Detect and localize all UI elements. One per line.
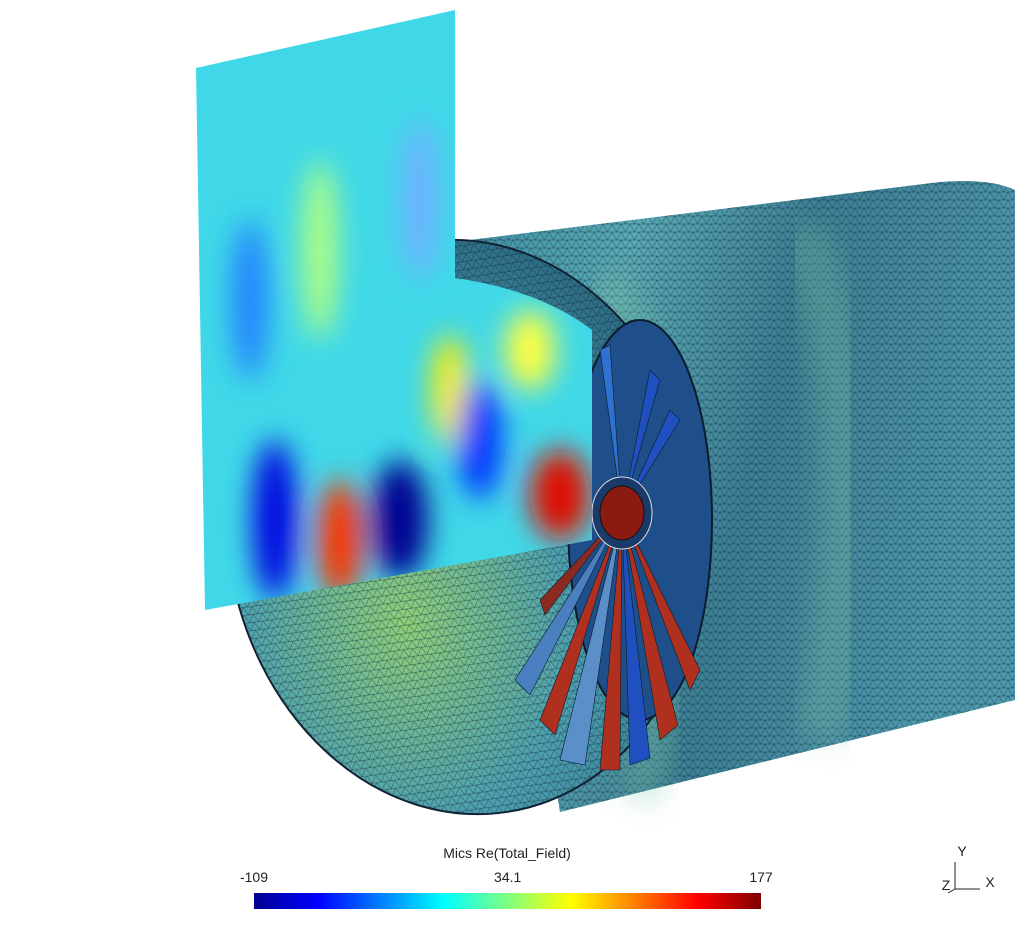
colorbar-tick-label: 34.1 [494, 869, 521, 885]
axis-label-z: Z [942, 877, 951, 893]
axis-label-y: Y [957, 843, 967, 859]
axis-triad: Y Z X [942, 843, 995, 894]
colorbar-tick-label: -109 [240, 869, 268, 885]
colorbar: Mics Re(Total_Field) [254, 845, 761, 909]
cut-plane [196, 10, 592, 610]
colorbar-gradient [254, 893, 761, 909]
axis-label-x: X [985, 874, 995, 890]
colorbar-tick-label: 177 [749, 869, 773, 885]
colorbar-title: Mics Re(Total_Field) [443, 845, 571, 861]
